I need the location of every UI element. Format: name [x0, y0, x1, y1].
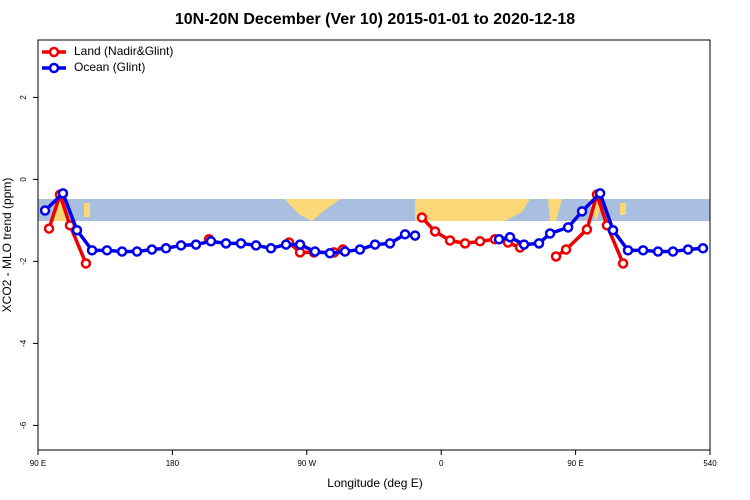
x-tick-label: 90 W	[297, 459, 316, 468]
data-point	[637, 245, 649, 256]
data-point	[416, 212, 428, 223]
data-point	[294, 239, 306, 250]
y-tick-label: -4	[19, 339, 28, 347]
data-point	[533, 238, 545, 249]
data-point	[39, 205, 51, 216]
legend-label: Land (Nadir&Glint)	[74, 44, 173, 58]
data-point	[175, 240, 187, 251]
data-point	[581, 224, 593, 235]
data-point	[560, 244, 572, 255]
x-tick-label: 540	[703, 459, 717, 468]
data-point	[622, 245, 634, 256]
data-point	[339, 246, 351, 257]
data-point	[309, 246, 321, 257]
data-point	[652, 246, 664, 257]
x-axis-label: Longitude (deg E)	[327, 476, 422, 490]
data-point	[617, 258, 629, 269]
data-point	[667, 246, 679, 257]
data-point	[544, 228, 556, 239]
data-point	[324, 247, 336, 259]
x-tick-label: 0	[439, 459, 444, 468]
data-point	[682, 244, 694, 255]
x-tick-label: 180	[166, 459, 180, 468]
data-point	[116, 246, 128, 257]
data-point	[220, 238, 232, 249]
data-point	[57, 188, 69, 199]
data-point	[160, 243, 172, 254]
data-point	[131, 246, 143, 257]
data-point	[384, 238, 396, 249]
data-point	[518, 239, 530, 250]
legend-label: Ocean (Glint)	[74, 60, 145, 74]
data-point	[550, 251, 562, 262]
data-point	[429, 226, 441, 237]
data-point	[280, 239, 292, 250]
data-point	[504, 231, 516, 243]
data-point	[697, 243, 709, 254]
y-axis-label: XCO2 - MLO trend (ppm)	[0, 178, 14, 313]
data-point	[399, 229, 411, 240]
data-point	[594, 188, 606, 199]
data-point	[71, 224, 83, 236]
y-tick-label: -2	[19, 257, 28, 265]
data-point	[444, 235, 456, 246]
data-point	[459, 238, 471, 249]
data-point	[86, 245, 98, 256]
data-point	[265, 243, 277, 254]
y-tick-label: 2	[19, 95, 28, 100]
data-point	[190, 239, 202, 250]
data-point	[146, 244, 158, 255]
chart-title: 10N-20N December (Ver 10) 2015-01-01 to …	[175, 11, 575, 28]
data-point	[474, 236, 486, 247]
legend-marker	[48, 62, 60, 74]
y-tick-label: 0	[19, 177, 28, 182]
plot-frame	[37, 39, 711, 451]
data-point	[493, 234, 505, 245]
data-point	[607, 224, 619, 236]
x-tick-label: 90 E	[567, 459, 583, 468]
data-point	[43, 223, 55, 234]
data-point	[250, 240, 262, 251]
y-tick-label: -6	[19, 421, 28, 429]
data-point	[369, 239, 381, 250]
map-strip	[38, 199, 710, 221]
data-point	[562, 222, 574, 233]
data-point	[409, 230, 421, 241]
data-point	[235, 238, 247, 249]
data-point	[101, 245, 113, 256]
data-point	[205, 236, 217, 247]
x-tick-label: 90 E	[30, 459, 46, 468]
data-point	[80, 258, 92, 269]
data-point	[354, 244, 366, 255]
data-point	[576, 206, 588, 217]
legend-marker	[48, 46, 60, 58]
